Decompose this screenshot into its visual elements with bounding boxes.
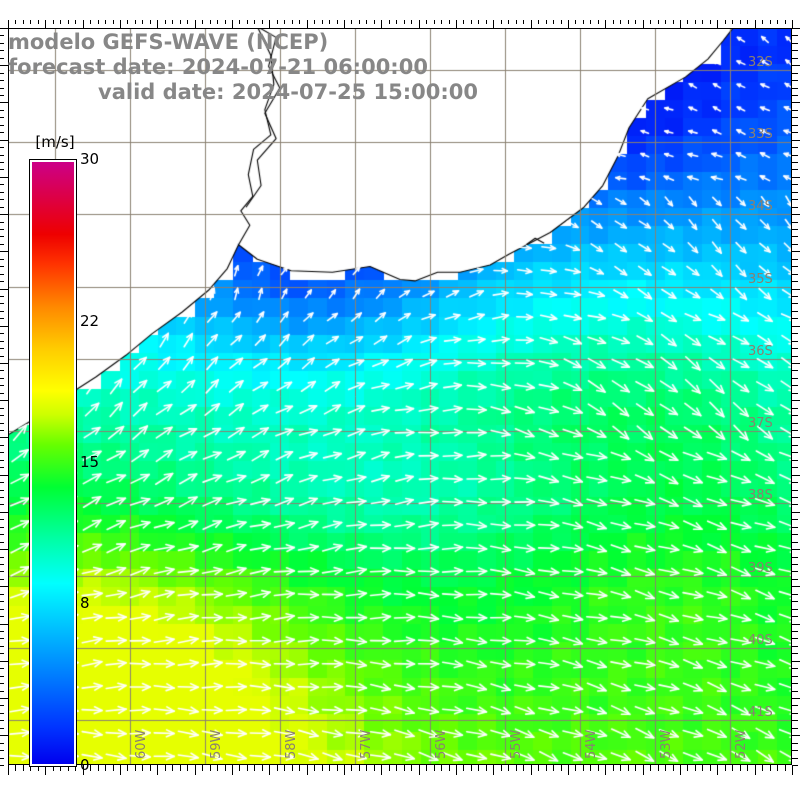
lon-label-55w: 55W <box>509 729 525 759</box>
colorbar-gradient <box>29 159 77 767</box>
lat-label-33s: 33S <box>748 127 773 143</box>
lat-label-38s: 38S <box>748 488 773 504</box>
top-tick-marks <box>8 20 793 28</box>
lon-label-60w: 60W <box>133 729 149 759</box>
colorbar-unit-label: [m/s] <box>35 133 75 151</box>
bottom-tick-marks <box>8 765 793 775</box>
colorbar-tick-15: 15 <box>80 453 100 471</box>
left-tick-marks <box>0 28 8 766</box>
lat-label-39s: 39S <box>748 560 773 576</box>
lon-label-57w: 57W <box>358 729 374 759</box>
lat-label-32s: 32S <box>748 54 773 70</box>
wind-direction-arrows <box>8 28 792 765</box>
lon-label-58w: 58W <box>283 729 299 759</box>
colorbar-tick-30: 30 <box>80 150 100 168</box>
ocean-field <box>8 28 792 765</box>
lon-label-52w: 52W <box>734 729 750 759</box>
colorbar-tick-22: 22 <box>80 311 100 330</box>
colorbar-legend <box>29 159 77 767</box>
lat-label-35s: 35S <box>748 271 773 287</box>
lat-label-34s: 34S <box>748 199 773 215</box>
right-tick-marks <box>792 28 800 766</box>
colorbar-tick-8: 8 <box>80 594 90 613</box>
lat-label-40s: 40S <box>748 632 773 648</box>
colorbar-tick-0: 0 <box>80 756 90 774</box>
map-plot-area <box>8 28 792 765</box>
lon-label-53w: 53W <box>659 729 675 759</box>
lat-label-36s: 36S <box>748 343 773 359</box>
lon-label-56w: 56W <box>434 729 450 759</box>
lat-label-41s: 41S <box>748 705 773 721</box>
lon-label-59w: 59W <box>208 729 224 759</box>
lat-label-37s: 37S <box>748 416 773 432</box>
lon-label-54w: 54W <box>584 729 600 759</box>
